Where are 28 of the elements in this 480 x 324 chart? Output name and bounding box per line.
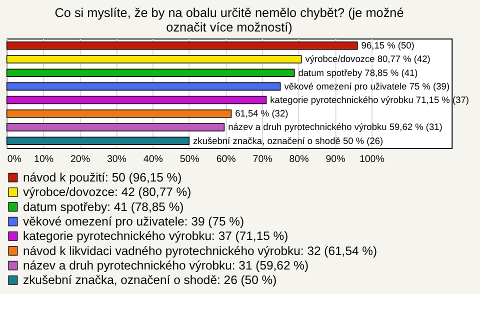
data-label: název a druh pyrotechnického výrobku 59,62 % (31) xyxy=(228,122,442,132)
legend-label: zkušební značka, označení o shodě: 26 (50 %) xyxy=(22,273,277,288)
x-tick-label: 20% xyxy=(70,154,90,166)
x-tick-label: 80% xyxy=(289,154,310,166)
chart-title: Co si myslíte, že by na obalu určitě nemělo chybět? (je možné označit více možností) xyxy=(54,6,404,35)
data-label: datum spotřeby 78,85 % (41) xyxy=(298,68,418,78)
legend-label: návod k likvidaci vadného pyrotechnického výrobku: 32 (61,54 %) xyxy=(22,244,378,258)
x-tick-label: 60% xyxy=(216,154,236,166)
data-label: výrobce/dovozce 80,77 % (42) xyxy=(305,54,430,64)
data-label: zkušební značka, označení o shodě 50 % (26) xyxy=(193,136,384,146)
x-tick-label: 0% xyxy=(7,154,22,166)
data-label: 61,54 % (32) xyxy=(235,108,288,119)
legend-label: věkové omezení pro uživatele: 39 (75 %) xyxy=(22,214,244,228)
x-tick-label: 40% xyxy=(143,154,164,166)
data-label: věkové omezení pro uživatele 75 % (39) xyxy=(284,81,450,92)
legend-label: výrobce/dovozce: 42 (80,77 %) xyxy=(22,185,192,200)
legend-label: návod k použití: 50 (96,15 %) xyxy=(22,170,182,184)
x-tick-label: 10% xyxy=(34,154,54,166)
data-label: 96,15 % (50) xyxy=(361,40,414,51)
data-label: kategorie pyrotechnického výrobku 71,15 % (37) xyxy=(270,94,469,105)
x-tick-label: 50% xyxy=(180,154,200,166)
x-tick-label: 30% xyxy=(106,154,127,166)
legend-label: kategorie pyrotechnického výrobku: 37 (71,15 %) xyxy=(22,229,288,244)
x-tick-label: 90% xyxy=(326,154,346,166)
legend-label: datum spotřeby: 41 (78,85 %) xyxy=(22,200,184,214)
x-tick-label: 70% xyxy=(252,154,273,166)
legend-label: název a druh pyrotechnického výrobku: 31 (59,62 %) xyxy=(22,258,309,272)
x-tick-label: 100% xyxy=(359,154,385,166)
